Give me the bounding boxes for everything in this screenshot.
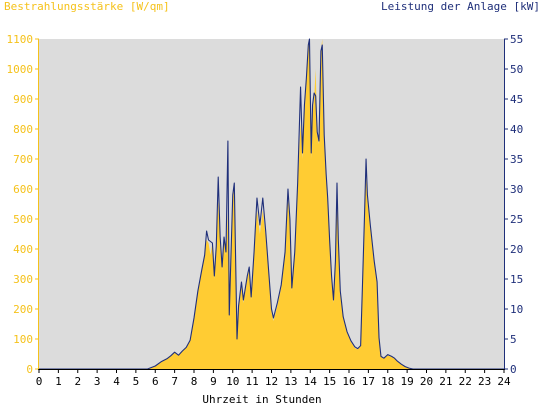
- right-tick-label: 5: [510, 333, 517, 346]
- x-tick-label: 10: [226, 375, 239, 388]
- x-tick-label: 15: [323, 375, 336, 388]
- right-tick-label: 55: [510, 33, 523, 46]
- right-axis-title: Leistung der Anlage [kW]: [381, 0, 540, 13]
- left-tick-label: 200: [13, 303, 33, 316]
- x-tick-label: 19: [401, 375, 414, 388]
- x-axis-title: Uhrzeit in Stunden: [202, 393, 322, 406]
- left-tick-label: 600: [13, 183, 33, 196]
- left-tick-label: 0: [26, 363, 33, 376]
- right-tick-label: 25: [510, 213, 523, 226]
- right-tick-label: 50: [510, 63, 523, 76]
- left-tick-label: 100: [13, 333, 33, 346]
- left-tick-label: 1100: [7, 33, 34, 46]
- left-tick-label: 900: [13, 93, 33, 106]
- right-tick-label: 40: [510, 123, 523, 136]
- right-tick-label: 35: [510, 153, 523, 166]
- x-tick-label: 12: [265, 375, 278, 388]
- x-tick-label: 13: [284, 375, 297, 388]
- x-tick-label: 17: [362, 375, 375, 388]
- left-tick-label: 500: [13, 213, 33, 226]
- right-tick-label: 20: [510, 243, 523, 256]
- x-tick-label: 16: [342, 375, 355, 388]
- x-tick-label: 20: [420, 375, 433, 388]
- x-tick-label: 18: [381, 375, 394, 388]
- left-tick-label: 1000: [7, 63, 34, 76]
- x-tick-label: 21: [439, 375, 452, 388]
- x-tick-label: 23: [478, 375, 491, 388]
- axes-layer: 0100200300400500600700800900100011000510…: [7, 33, 524, 388]
- right-tick-label: 30: [510, 183, 523, 196]
- x-tick-label: 5: [133, 375, 140, 388]
- left-axis-title: Bestrahlungsstärke [W/qm]: [4, 0, 170, 13]
- left-tick-label: 400: [13, 243, 33, 256]
- x-tick-label: 4: [113, 375, 120, 388]
- x-tick-label: 3: [94, 375, 101, 388]
- x-tick-label: 9: [210, 375, 217, 388]
- x-tick-label: 1: [55, 375, 62, 388]
- x-tick-label: 7: [171, 375, 178, 388]
- x-tick-label: 0: [36, 375, 43, 388]
- x-tick-label: 8: [191, 375, 198, 388]
- x-tick-label: 6: [152, 375, 159, 388]
- right-tick-label: 0: [510, 363, 517, 376]
- x-tick-label: 14: [304, 375, 318, 388]
- x-tick-label: 22: [459, 375, 472, 388]
- x-tick-label: 2: [74, 375, 81, 388]
- left-tick-label: 800: [13, 123, 33, 136]
- right-tick-label: 10: [510, 303, 523, 316]
- x-tick-label: 24: [497, 375, 511, 388]
- left-tick-label: 700: [13, 153, 33, 166]
- right-tick-label: 15: [510, 273, 523, 286]
- left-tick-label: 300: [13, 273, 33, 286]
- power-line: [39, 38, 504, 370]
- right-tick-label: 45: [510, 93, 523, 106]
- series-layer: [39, 38, 504, 370]
- x-tick-label: 11: [246, 375, 259, 388]
